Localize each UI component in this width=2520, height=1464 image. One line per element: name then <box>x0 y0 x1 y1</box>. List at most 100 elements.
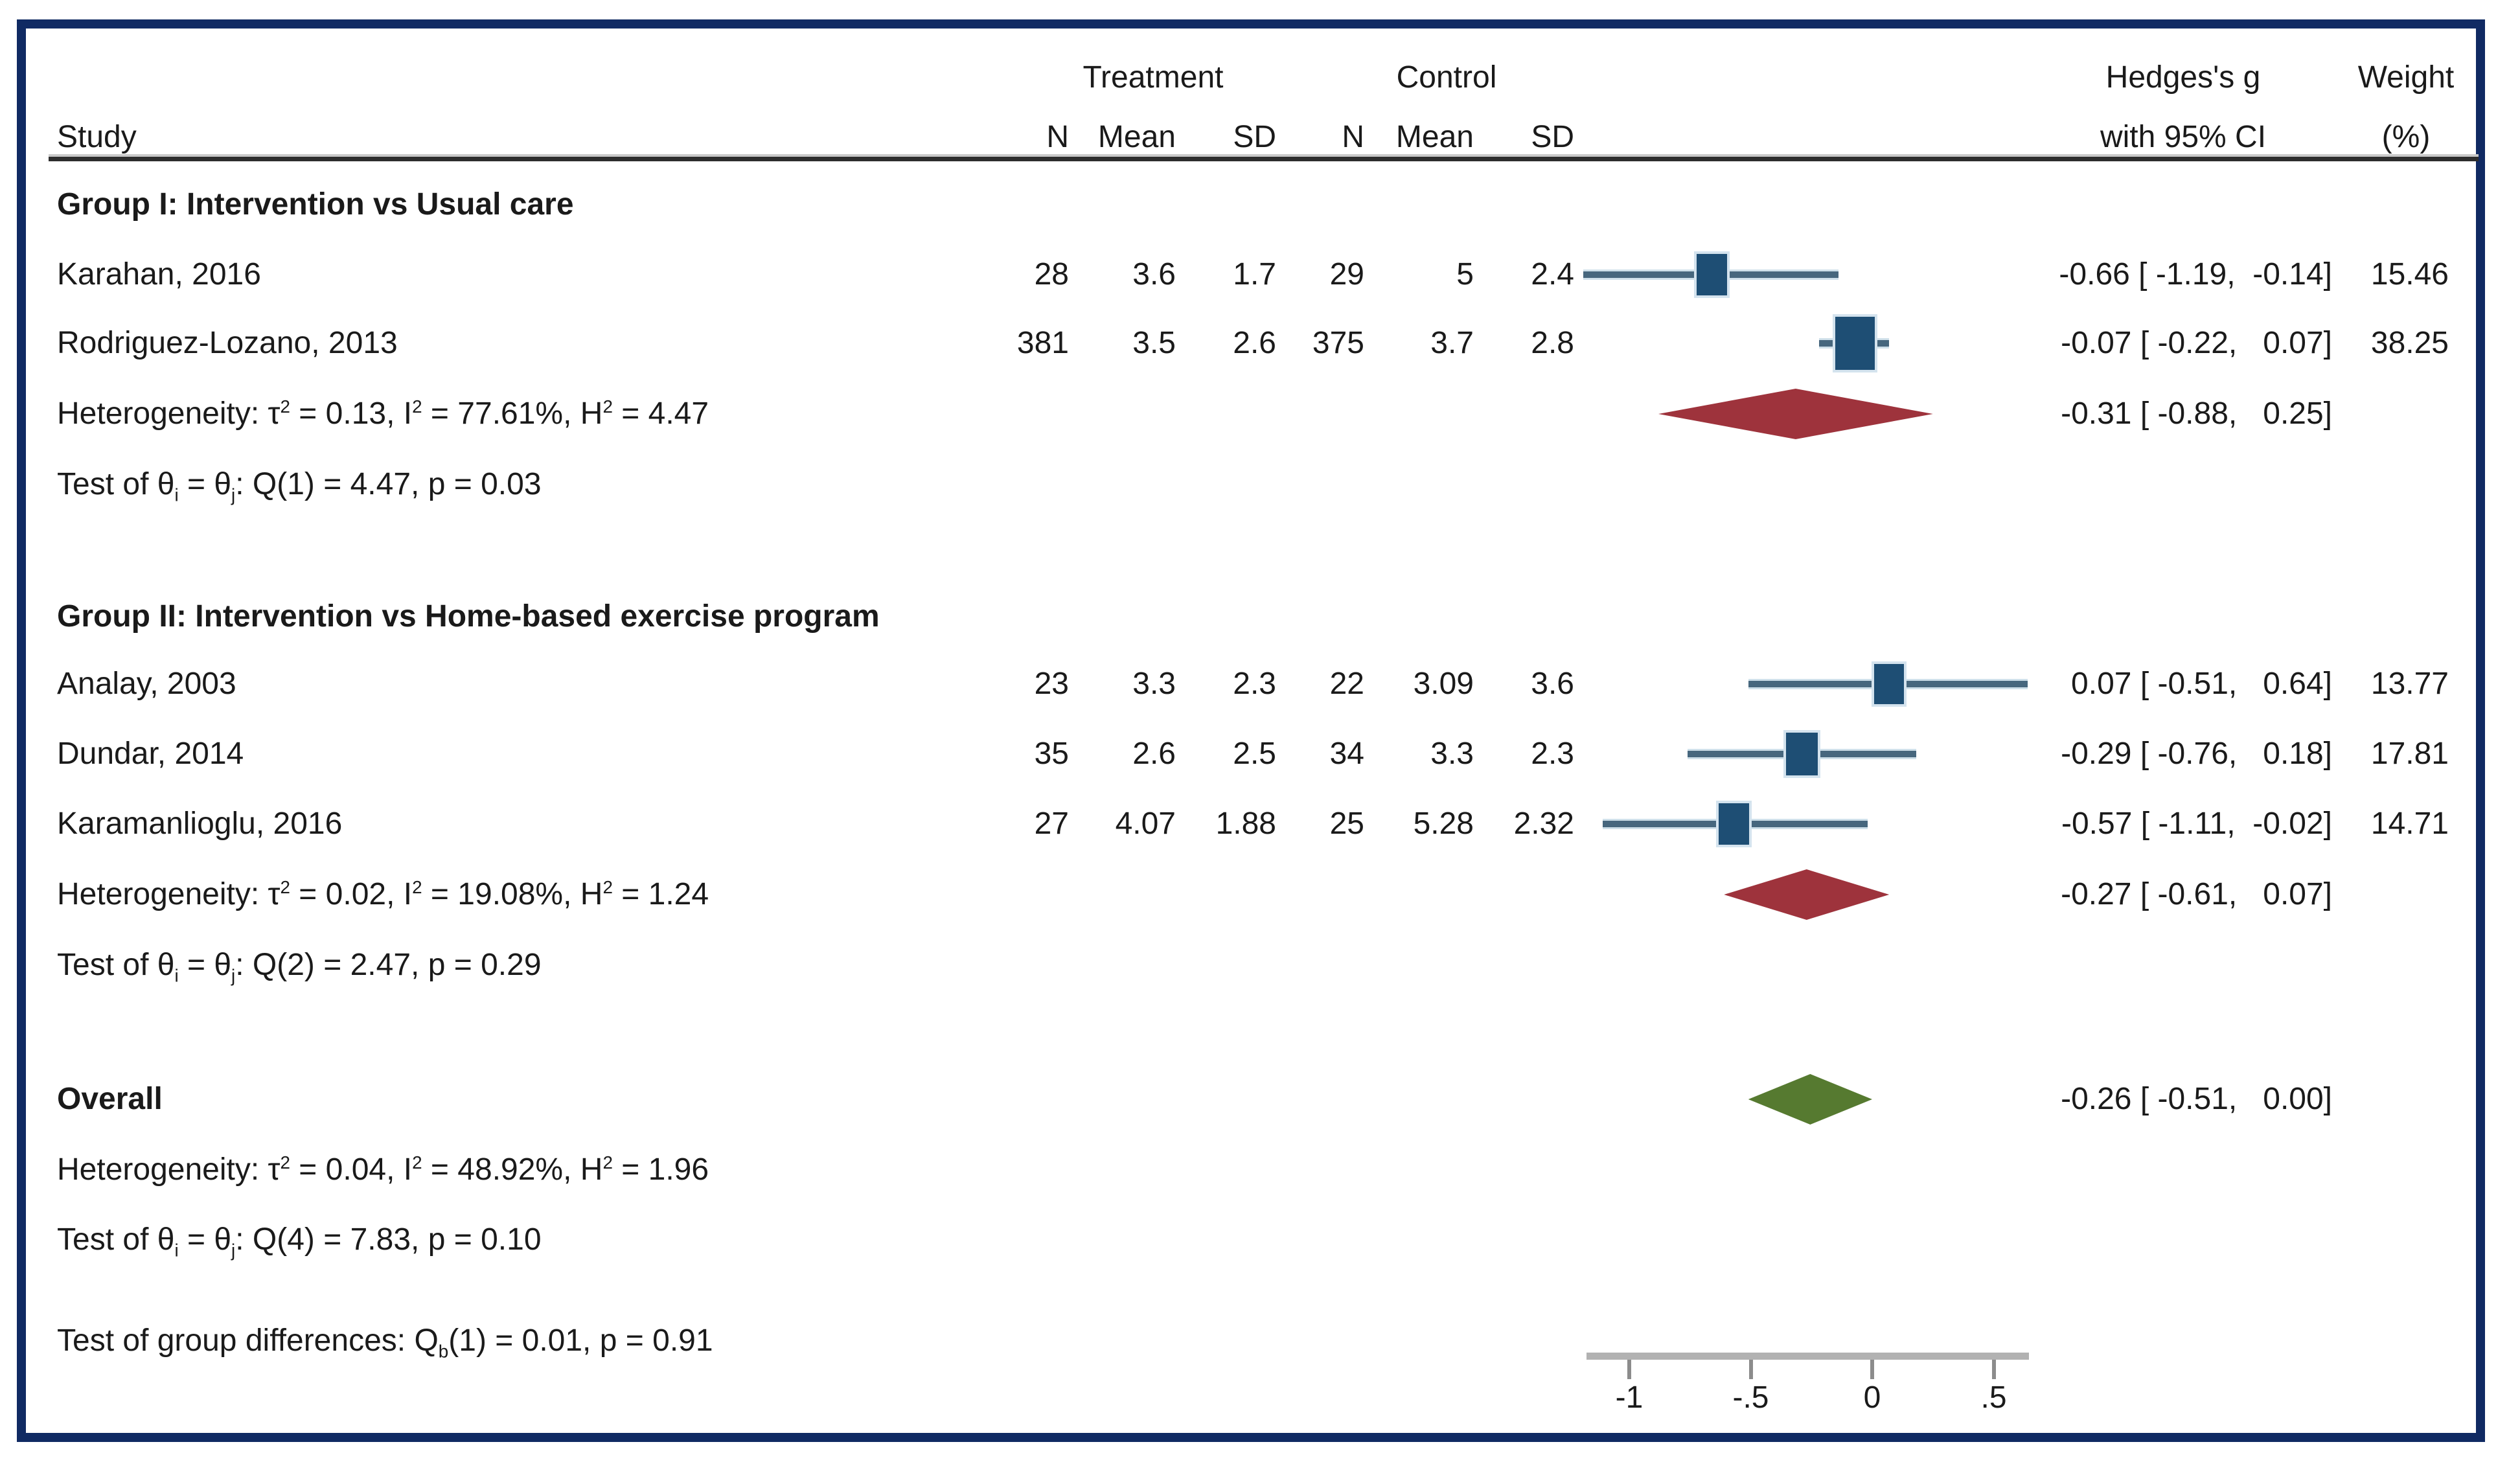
treatment-sd: 2.3 <box>1233 667 1276 701</box>
group1-heterogeneity-row: Heterogeneity: τ2 = 0.13, I2 = 77.61%, H… <box>0 379 2520 449</box>
control-sd: 2.3 <box>1531 737 1574 771</box>
treatment-mean: 3.5 <box>1132 326 1176 360</box>
sup-text: 2 <box>280 877 290 897</box>
text-segment: : Q(1) = 4.47, p = 0.03 <box>235 467 542 501</box>
group2-title-row: Group II: Intervention vs Home-based exe… <box>0 582 2520 652</box>
treatment-sd: 2.5 <box>1233 737 1276 771</box>
group2-heterogeneity-row: Heterogeneity: τ2 = 0.02, I2 = 19.08%, H… <box>0 860 2520 930</box>
x-axis-tick-label: 0 <box>1863 1380 1881 1415</box>
effect-ci-text: -0.07 [ -0.22, 0.07] <box>2061 326 2332 360</box>
control-sd: 3.6 <box>1531 667 1574 701</box>
group1-title: Group I: Intervention vs Usual care <box>57 187 574 222</box>
text-segment: = 0.13, I <box>290 396 413 431</box>
text-segment: = 77.61%, H <box>422 396 603 431</box>
text-segment: = 4.47 <box>612 396 709 431</box>
treatment-sd-header: SD <box>1233 120 1276 154</box>
x-axis-tick <box>1627 1360 1631 1379</box>
sup-text: 2 <box>602 1152 613 1172</box>
x-axis-tick <box>1748 1360 1753 1379</box>
study-name: Analay, 2003 <box>57 667 236 701</box>
group1-heterogeneity-text: Heterogeneity: τ2 = 0.13, I2 = 77.61%, H… <box>57 379 709 449</box>
treatment-mean: 4.07 <box>1115 806 1176 841</box>
control-mean: 3.09 <box>1413 667 1474 701</box>
group-differences-row: Test of group differences: Qb(1) = 0.01,… <box>0 1306 2520 1376</box>
sub-text: i <box>174 965 179 986</box>
sub-text: j <box>231 1240 236 1261</box>
treatment-n: 28 <box>1034 257 1069 292</box>
sup-text: 2 <box>412 396 422 417</box>
effect-column-header-line2: with 95% CI <box>2100 120 2267 154</box>
plot-lane <box>0 649 2520 719</box>
effect-column-header-line1: Hedges's g <box>2105 60 2261 95</box>
control-sd: 2.8 <box>1531 326 1574 360</box>
control-mean: 5.28 <box>1413 806 1474 841</box>
control-n: 375 <box>1312 326 1364 360</box>
plot-lane <box>0 719 2520 789</box>
sub-text: i <box>174 485 179 505</box>
text-segment: = θ <box>178 948 232 982</box>
treatment-n: 35 <box>1034 737 1069 771</box>
study-row-analay: Analay, 2003 23 3.3 2.3 22 3.09 3.6 0.07… <box>0 649 2520 719</box>
study-name: Rodriguez-Lozano, 2013 <box>57 326 398 360</box>
text-segment: = 48.92%, H <box>422 1152 603 1187</box>
figure-border <box>17 19 2485 1442</box>
overall-effect-text: -0.26 [ -0.51, 0.00] <box>2061 1082 2332 1116</box>
treatment-sd: 1.88 <box>1215 806 1276 841</box>
overall-test-text: Test of θi = θj: Q(4) = 7.83, p = 0.10 <box>57 1205 542 1275</box>
text-segment: = 1.96 <box>612 1152 709 1187</box>
sub-text: j <box>231 485 236 505</box>
text-segment: = θ <box>178 467 232 501</box>
sup-text: 2 <box>280 396 290 417</box>
effect-square-marker <box>1874 663 1905 705</box>
text-segment: Test of θ <box>57 467 175 501</box>
text-segment: = θ <box>178 1222 232 1257</box>
header-row-1: Treatment Control Hedges's g Weight <box>0 43 2520 113</box>
weight-column-header-line1: Weight <box>2357 60 2455 95</box>
study-row-dundar: Dundar, 2014 35 2.6 2.5 34 3.3 2.3 -0.29… <box>0 719 2520 789</box>
sub-text: j <box>231 965 236 986</box>
group2-summary-diamond <box>1724 869 1890 920</box>
treatment-mean: 2.6 <box>1132 737 1176 771</box>
effect-ci-text: -0.66 [ -1.19, -0.14] <box>2059 257 2332 292</box>
plot-lane <box>0 789 2520 859</box>
control-mean: 3.7 <box>1430 326 1474 360</box>
plot-lane <box>0 240 2520 310</box>
group1-summary-effect-text: -0.31 [ -0.88, 0.25] <box>2061 396 2332 431</box>
control-column-header: Control <box>1396 60 1497 95</box>
treatment-sd: 2.6 <box>1233 326 1276 360</box>
effect-square-marker <box>1835 316 1875 371</box>
x-axis-tick-label: -1 <box>1615 1380 1644 1415</box>
treatment-sd: 1.7 <box>1233 257 1276 292</box>
effect-square-marker <box>1718 803 1749 845</box>
control-n: 25 <box>1329 806 1364 841</box>
study-row-karamanlioglu: Karamanlioglu, 2016 27 4.07 1.88 25 5.28… <box>0 789 2520 859</box>
group1-summary-diamond <box>1658 389 1933 439</box>
group-differences-text: Test of group differences: Qb(1) = 0.01,… <box>57 1306 713 1376</box>
study-name: Karahan, 2016 <box>57 257 261 292</box>
x-axis-tick <box>1870 1360 1874 1379</box>
control-n: 29 <box>1329 257 1364 292</box>
sup-text: 2 <box>412 877 422 897</box>
text-segment: (1) = 0.01, p = 0.91 <box>448 1323 713 1358</box>
group2-summary-effect-text: -0.27 [ -0.61, 0.07] <box>2061 877 2332 911</box>
sup-text: 2 <box>412 1152 422 1172</box>
group1-test-row: Test of θi = θj: Q(1) = 4.47, p = 0.03 <box>0 450 2520 520</box>
effect-ci-text: 0.07 [ -0.51, 0.64] <box>2062 667 2332 701</box>
control-mean: 5 <box>1456 257 1474 292</box>
weight-value: 13.77 <box>2370 667 2449 701</box>
control-n-header: N <box>1342 120 1364 154</box>
text-segment: = 19.08%, H <box>422 877 603 911</box>
weight-value: 17.81 <box>2370 737 2449 771</box>
x-axis-tick-label: .5 <box>1980 1380 2007 1415</box>
treatment-mean: 3.6 <box>1132 257 1176 292</box>
treatment-n: 381 <box>1016 326 1069 360</box>
treatment-n: 23 <box>1034 667 1069 701</box>
effect-square-marker <box>1696 253 1728 296</box>
group2-heterogeneity-text: Heterogeneity: τ2 = 0.02, I2 = 19.08%, H… <box>57 860 709 930</box>
header-row-2: Study N Mean SD N Mean SD with 95% CI (%… <box>0 102 2520 172</box>
weight-value: 14.71 <box>2370 806 2449 841</box>
effect-square-marker <box>1785 732 1818 776</box>
control-mean: 3.3 <box>1430 737 1474 771</box>
sup-text: 2 <box>280 1152 290 1172</box>
